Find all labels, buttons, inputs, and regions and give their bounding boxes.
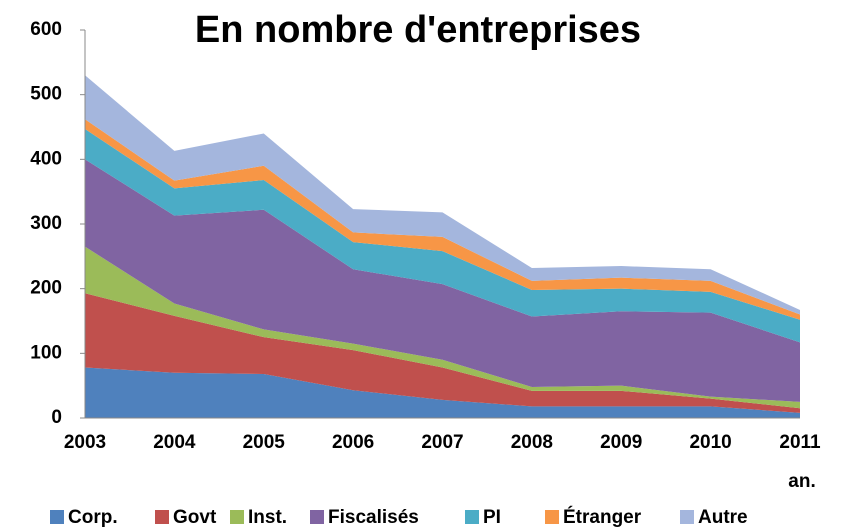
area	[85, 367, 800, 418]
legend-swatch	[155, 510, 169, 524]
legend-swatch	[465, 510, 479, 524]
legend-swatch	[545, 510, 559, 524]
x-tick-label: 2010	[689, 432, 731, 453]
area	[85, 128, 800, 343]
x-tick-label: 2007	[421, 432, 463, 453]
x-tick-label: 2008	[511, 432, 553, 453]
y-tick-label: 500	[30, 84, 62, 105]
x-tick-label: 2003	[64, 432, 106, 453]
legend-label: PI	[483, 507, 501, 528]
area	[85, 159, 800, 402]
y-tick-label: 100	[30, 342, 62, 363]
area	[85, 293, 800, 413]
area	[85, 75, 800, 315]
legend-swatch	[680, 510, 694, 524]
legend-label: Govt	[173, 507, 217, 528]
legend-swatch	[310, 510, 324, 524]
legend-label: Inst.	[248, 507, 287, 528]
x-tick-label: 2005	[243, 432, 286, 453]
chart-title: En nombre d'entreprises	[195, 9, 641, 51]
y-tick-label: 400	[30, 148, 62, 169]
x-tick-label: 2004	[153, 432, 196, 453]
legend-swatch	[50, 510, 64, 524]
y-tick-label: 300	[30, 213, 62, 234]
y-tick-label: 200	[30, 278, 62, 299]
legend-swatch	[230, 510, 244, 524]
legend-label: Étranger	[563, 506, 642, 528]
y-tick-label: 0	[51, 407, 62, 428]
legend-label: Corp.	[68, 507, 118, 528]
area	[85, 119, 800, 320]
x-axis-label: an.	[788, 471, 815, 492]
x-tick-label: 2009	[600, 432, 642, 453]
area	[85, 246, 800, 409]
y-tick-label: 600	[30, 19, 62, 40]
legend-label: Autre	[698, 507, 748, 528]
x-tick-label: 2006	[332, 432, 374, 453]
x-tick-label: 2011	[779, 432, 821, 453]
legend-label: Fiscalisés	[328, 507, 419, 528]
